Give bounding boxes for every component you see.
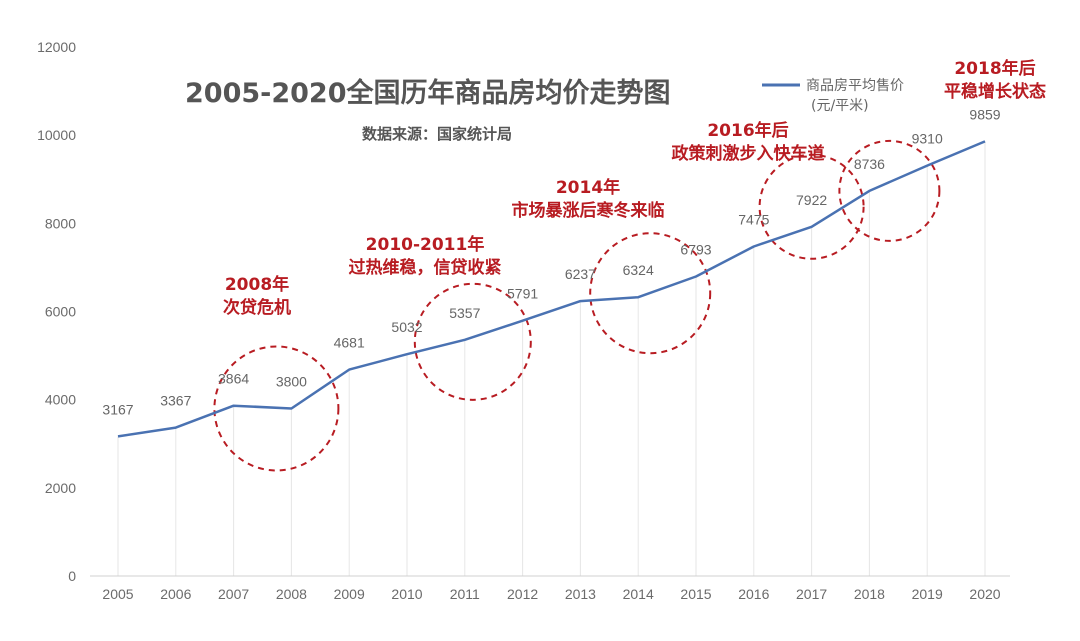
annotation-circles	[213, 139, 941, 472]
x-tick-label: 2009	[334, 586, 365, 602]
data-label: 5032	[391, 319, 422, 335]
data-label: 6793	[680, 242, 711, 258]
series-line	[117, 140, 986, 438]
annotation-text: 2018年后	[954, 58, 1035, 79]
data-label: 3367	[160, 393, 191, 409]
grid-lines	[117, 141, 986, 576]
data-label: 7922	[796, 192, 827, 208]
data-label: 9310	[912, 131, 943, 147]
x-tick-label: 2006	[160, 586, 191, 602]
x-tick-label: 2014	[623, 586, 654, 602]
x-tick-label: 2008	[276, 586, 307, 602]
y-tick-label: 12000	[37, 39, 76, 55]
x-tick-label: 2012	[507, 586, 538, 602]
x-tick-label: 2018	[854, 586, 885, 602]
annotation-text: 市场暴涨后寒冬来临	[512, 200, 665, 221]
x-tick-label: 2013	[565, 586, 596, 602]
annotation-text: 次贷危机	[223, 297, 291, 318]
annotation-text: 2008年	[225, 274, 289, 295]
data-label: 3800	[276, 373, 307, 389]
x-tick-label: 2010	[391, 586, 422, 602]
x-tick-label: 2016	[738, 586, 769, 602]
data-label: 6237	[565, 266, 596, 282]
data-label: 5357	[449, 305, 480, 321]
data-label: 7475	[738, 211, 769, 227]
annotation-circle	[589, 232, 712, 355]
x-tick-label: 2017	[796, 586, 827, 602]
y-tick-label: 2000	[45, 480, 76, 496]
annotation-circle	[838, 139, 941, 242]
annotation-circle	[758, 153, 865, 260]
annotation-circle	[213, 345, 340, 472]
x-tick-label: 2007	[218, 586, 249, 602]
annotation-text: 过热维稳，信贷收紧	[349, 257, 502, 278]
y-tick-label: 10000	[37, 127, 76, 143]
y-tick-label: 4000	[45, 392, 76, 408]
data-label: 5791	[507, 286, 538, 302]
x-tick-label: 2019	[912, 586, 943, 602]
chart-title: 2005-2020全国历年商品房均价走势图	[185, 77, 671, 109]
annotation-text: 2014年	[556, 177, 620, 198]
x-tick-label: 2011	[450, 586, 480, 602]
data-label: 4681	[334, 335, 365, 351]
x-tick-label: 2005	[102, 586, 133, 602]
data-labels: 3167 3367 3864 3800 4681 5032 5357 5791 6237 6324…	[102, 106, 1000, 417]
annotation-text: 政策刺激步入快车道	[672, 143, 825, 164]
y-axis-ticks: 0 2000 4000 6000 8000 10000 12000	[37, 39, 76, 584]
annotation-text: 2010-2011年	[366, 234, 485, 255]
data-label: 3864	[218, 371, 249, 387]
x-tick-label: 2020	[969, 586, 1000, 602]
x-axis-ticks: 2005 2006 2007 2008 2009 2010 2011 2012 2013 2014…	[102, 586, 1000, 602]
x-tick-label: 2015	[680, 586, 711, 602]
annotation-circle	[413, 282, 532, 401]
chart-subtitle: 数据来源：国家统计局	[362, 125, 512, 143]
data-label: 3167	[102, 401, 133, 417]
y-tick-label: 6000	[45, 304, 76, 320]
data-label: 8736	[854, 156, 885, 172]
annotation-text: 平稳增长状态	[944, 81, 1046, 102]
legend-series-unit: (元/平米)	[811, 98, 869, 114]
y-tick-label: 8000	[45, 215, 76, 231]
annotation-text: 2016年后	[707, 120, 788, 141]
legend-series-name: 商品房平均售价	[806, 78, 904, 94]
data-label: 6324	[623, 262, 654, 278]
data-label: 9859	[969, 106, 1000, 122]
legend: 商品房平均售价 (元/平米)	[762, 78, 904, 114]
y-tick-label: 0	[68, 568, 76, 584]
